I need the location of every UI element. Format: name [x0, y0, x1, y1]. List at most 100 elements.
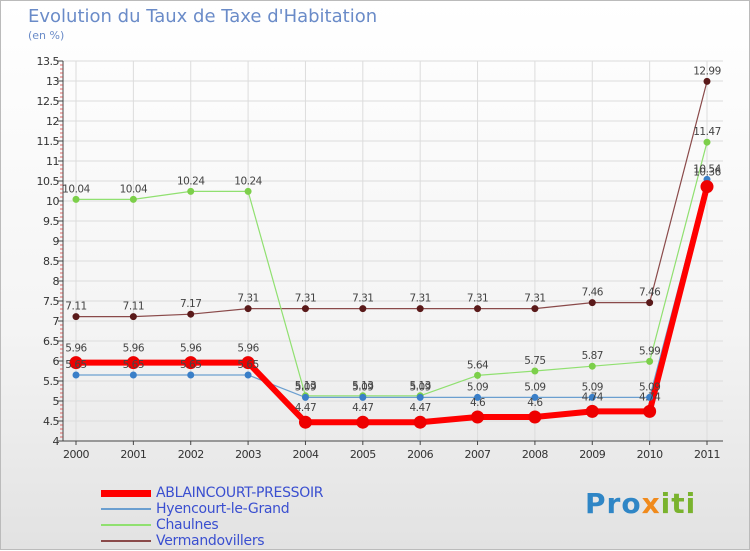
- x-tick-label: 2007: [465, 448, 491, 461]
- x-tick-label: 2010: [637, 448, 663, 461]
- legend-label: Chaulnes: [156, 517, 219, 533]
- data-label: 4.47: [409, 402, 430, 414]
- y-tick-label: 7.5: [43, 295, 59, 308]
- data-label: 5.13: [409, 380, 430, 392]
- logo-part: Pro: [585, 487, 642, 520]
- data-point: [646, 299, 654, 307]
- data-point: [416, 305, 424, 313]
- data-label: 10.04: [120, 183, 148, 195]
- data-point: [588, 362, 596, 370]
- data-label: 5.65: [65, 359, 86, 371]
- proxiti-logo: Proxiti: [585, 487, 696, 520]
- data-point: [241, 356, 255, 370]
- x-tick-label: 2002: [178, 448, 204, 461]
- data-point: [359, 305, 367, 313]
- data-label: 7.11: [123, 301, 144, 313]
- data-label: 5.09: [582, 381, 603, 393]
- data-label: 4.74: [582, 391, 604, 403]
- data-point: [531, 305, 539, 313]
- data-point: [585, 404, 599, 418]
- data-label: 5.65: [123, 359, 144, 371]
- y-tick-label: 11: [46, 155, 59, 168]
- data-label: 5.09: [467, 381, 488, 393]
- x-tick-label: 2009: [579, 448, 605, 461]
- data-label: 7.17: [180, 298, 201, 310]
- data-point: [301, 305, 309, 313]
- data-point: [703, 138, 711, 146]
- y-tick-label: 13: [46, 75, 59, 88]
- data-point: [244, 371, 252, 379]
- data-label: 7.46: [582, 287, 604, 299]
- data-point: [531, 367, 539, 375]
- y-tick-label: 8: [53, 275, 60, 288]
- data-label: 5.99: [639, 345, 660, 357]
- data-point: [187, 187, 195, 195]
- data-label: 5.65: [237, 359, 258, 371]
- data-point: [700, 180, 714, 194]
- x-tick-label: 2005: [350, 448, 376, 461]
- y-tick-label: 12.5: [37, 95, 60, 108]
- data-label: 7.31: [237, 293, 258, 305]
- y-tick-label: 10.5: [37, 175, 60, 188]
- chart-title: Evolution du Taux de Taxe d'Habitation: [28, 6, 378, 27]
- data-point: [474, 371, 482, 379]
- data-point: [187, 371, 195, 379]
- data-point: [703, 77, 711, 85]
- data-point: [643, 404, 657, 418]
- data-point: [356, 415, 370, 429]
- data-label: 7.31: [409, 293, 430, 305]
- data-label: 5.96: [180, 343, 202, 355]
- data-label: 4.74: [639, 391, 661, 403]
- data-label: 5.96: [123, 343, 145, 355]
- series-line: [76, 185, 710, 426]
- data-point: [474, 305, 482, 313]
- data-label: 4.47: [352, 402, 373, 414]
- legend-label: ABLAINCOURT-PRESSOIR: [156, 485, 324, 501]
- y-tick-label: 6: [53, 355, 60, 368]
- y-tick-label: 8.5: [43, 255, 59, 268]
- data-label: 5.13: [352, 380, 373, 392]
- data-label: 4.47: [295, 402, 316, 414]
- legend-swatch: [101, 490, 151, 497]
- data-point: [588, 299, 596, 307]
- data-point: [416, 393, 424, 401]
- data-point: [129, 195, 137, 203]
- y-tick-label: 10: [46, 195, 59, 208]
- data-label: 10.54: [693, 163, 721, 175]
- legend-label: Hyencourt-le-Grand: [156, 501, 290, 517]
- data-point: [72, 371, 80, 379]
- y-tick-label: 4.5: [43, 415, 59, 428]
- chart-unit: (en %): [28, 29, 65, 42]
- data-label: 5.09: [409, 381, 430, 393]
- y-tick-label: 5.5: [43, 375, 59, 388]
- y-tick-label: 5: [53, 395, 60, 408]
- data-point: [474, 393, 482, 401]
- data-label: 7.31: [467, 293, 488, 305]
- data-label: 10.36: [693, 167, 721, 179]
- data-point: [413, 415, 427, 429]
- data-label: 12.99: [693, 65, 721, 77]
- data-point: [646, 393, 654, 401]
- data-label: 5.09: [295, 381, 316, 393]
- y-tick-label: 9.5: [43, 215, 59, 228]
- data-point: [129, 371, 137, 379]
- data-point: [244, 305, 252, 313]
- x-tick-label: 2008: [522, 448, 548, 461]
- y-tick-label: 11.5: [37, 135, 60, 148]
- data-point: [298, 415, 312, 429]
- data-point: [471, 410, 485, 424]
- data-label: 7.31: [295, 293, 316, 305]
- legend-swatch: [101, 524, 151, 526]
- data-label: 7.46: [639, 287, 661, 299]
- data-point: [187, 310, 195, 318]
- data-point: [69, 356, 83, 370]
- data-point: [129, 313, 137, 321]
- data-point: [301, 393, 309, 401]
- data-point: [72, 195, 80, 203]
- logo-part: iti: [660, 487, 697, 520]
- data-label: 10.24: [234, 175, 262, 187]
- y-tick-label: 13.5: [37, 55, 60, 68]
- legend-swatch: [101, 540, 151, 542]
